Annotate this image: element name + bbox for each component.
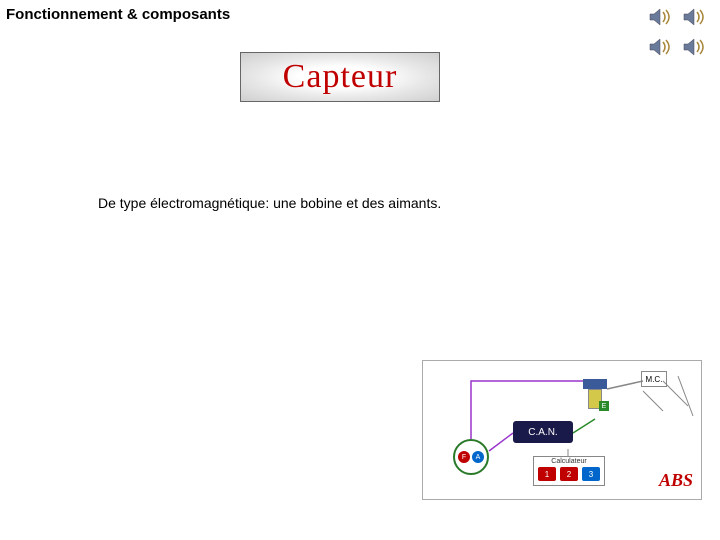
calc-btn-1: 1: [538, 467, 556, 481]
description-text: De type électromagnétique: une bobine et…: [98, 195, 441, 211]
slide-title: Capteur: [283, 58, 398, 96]
sensor-e-label: E: [599, 401, 609, 411]
abs-diagram: E M.C. C.A.N. F A Calculateur 1 2 3 ABS: [422, 360, 702, 500]
page-header: Fonctionnement & composants: [6, 6, 230, 23]
wheel-a-label: A: [472, 451, 484, 463]
can-box: C.A.N.: [513, 421, 573, 443]
abs-brand-label: ABS: [659, 470, 693, 491]
speaker-icon[interactable]: [682, 6, 708, 28]
calculator-box: Calculateur 1 2 3: [533, 456, 605, 486]
wheel-component: F A: [453, 439, 489, 475]
sensor-top: [583, 379, 607, 389]
calculator-buttons: 1 2 3: [534, 467, 604, 481]
sound-icons-group: [648, 6, 710, 62]
wheel-f-label: F: [458, 451, 470, 463]
mc-box: M.C.: [641, 371, 667, 387]
sensor-component: E: [583, 379, 607, 419]
calc-btn-2: 2: [560, 467, 578, 481]
title-box: Capteur: [240, 52, 440, 102]
mechanical-assembly: M.C.: [621, 371, 691, 431]
calculator-title: Calculateur: [534, 457, 604, 467]
speaker-icon[interactable]: [648, 36, 674, 58]
speaker-icon[interactable]: [648, 6, 674, 28]
speaker-icon[interactable]: [682, 36, 708, 58]
calc-btn-3: 3: [582, 467, 600, 481]
